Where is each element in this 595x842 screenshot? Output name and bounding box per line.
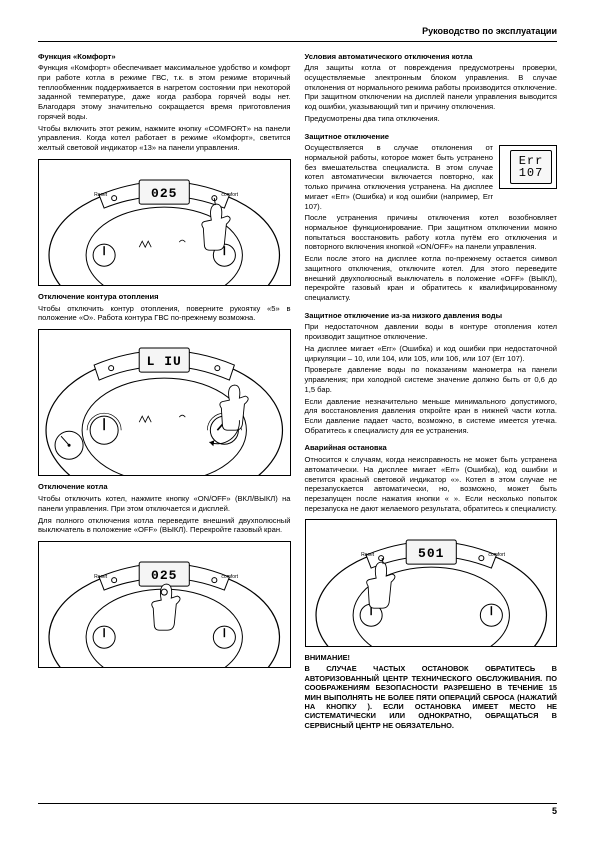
warning-heading: ВНИМАНИЕ!: [305, 653, 558, 662]
svg-text:Reset: Reset: [361, 552, 375, 558]
lcd-display: 501: [418, 546, 444, 561]
body-text: Функция «Комфорт» обеспечивает максималь…: [38, 63, 291, 121]
error-lcd: Err 107: [510, 150, 552, 184]
svg-text:Reset: Reset: [94, 574, 108, 580]
section-heading-protective: Защитное отключение: [305, 132, 558, 142]
right-column: Условия автоматического отключения котла…: [305, 50, 558, 733]
two-column-layout: Функция «Комфорт» Функция «Комфорт» обес…: [38, 50, 557, 733]
body-text: Предусмотрены два типа отключения.: [305, 114, 558, 124]
body-text: Для полного отключения котла переведите …: [38, 516, 291, 535]
figure-emergency-panel: 501 Reset comfort: [305, 519, 558, 646]
error-code-line2: 107: [519, 167, 544, 179]
body-text: Если давление незначительно меньше миним…: [305, 397, 558, 436]
body-text: Если после этого на дисплее котла по-пре…: [305, 254, 558, 303]
lcd-display: 025: [151, 186, 177, 201]
svg-text:comfort: comfort: [488, 552, 505, 558]
body-text: Чтобы включить этот режим, нажмите кнопк…: [38, 124, 291, 153]
svg-text:Reset: Reset: [94, 192, 108, 198]
body-text: Относится к случаям, когда неисправность…: [305, 455, 558, 513]
warning-text: В СЛУЧАЕ ЧАСТЫХ ОСТАНОВОК ОБРАТИТЕСЬ В А…: [305, 664, 558, 730]
svg-text:comfort: comfort: [221, 192, 238, 198]
page-header: Руководство по эксплуатации: [38, 26, 557, 42]
body-text: На дисплее мигает «Err» (Ошибка) и код о…: [305, 344, 558, 363]
section-heading-low-pressure: Защитное отключение из-за низкого давлен…: [305, 311, 558, 321]
figure-error-display: Err 107: [499, 145, 557, 189]
svg-text:comfort: comfort: [221, 574, 238, 580]
section-heading-heating-off: Отключение контура отопления: [38, 292, 291, 302]
lcd-display: 025: [151, 568, 177, 583]
figure-heating-off: L IU: [38, 329, 291, 476]
body-text: Чтобы отключить котел, нажмите кнопку «O…: [38, 494, 291, 513]
body-text: Чтобы отключить контур отопления, поверн…: [38, 304, 291, 323]
left-column: Функция «Комфорт» Функция «Комфорт» обес…: [38, 50, 291, 733]
section-heading-auto-shutdown: Условия автоматического отключения котла: [305, 52, 558, 62]
section-heading-boiler-off: Отключение котла: [38, 482, 291, 492]
body-text: При недостаточном давлении воды в контур…: [305, 322, 558, 341]
body-text: Для защиты котла от повреждения предусмо…: [305, 63, 558, 112]
lcd-display: L IU: [147, 354, 182, 369]
body-text: После устранения причины отключения коте…: [305, 213, 558, 252]
section-heading-comfort: Функция «Комфорт»: [38, 52, 291, 62]
page-number: 5: [38, 803, 557, 818]
warning-block: ВНИМАНИЕ! В СЛУЧАЕ ЧАСТЫХ ОСТАНОВОК ОБРА…: [305, 653, 558, 731]
figure-boiler-off: 025 Reset comfort: [38, 541, 291, 668]
section-heading-emergency: Аварийная остановка: [305, 443, 558, 453]
figure-comfort-panel: 025 Reset comfort: [38, 159, 291, 286]
body-text: Проверьте давление воды по показаниям ма…: [305, 365, 558, 394]
